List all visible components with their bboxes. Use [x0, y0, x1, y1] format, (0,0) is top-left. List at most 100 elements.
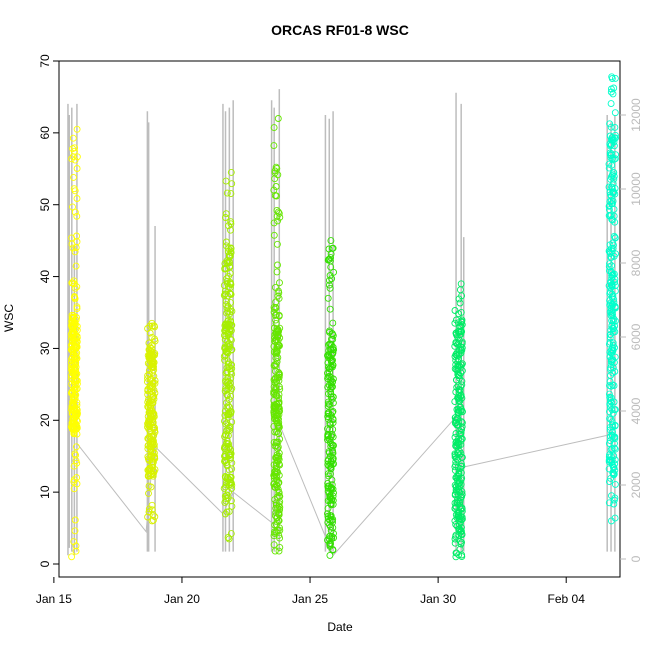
data-point [149, 380, 157, 388]
data-point [71, 336, 79, 344]
data-point [609, 328, 617, 336]
data-point [270, 231, 278, 239]
data-point [606, 151, 614, 159]
data-point [222, 210, 230, 218]
data-point [146, 427, 154, 435]
flight-group-rf03 [220, 168, 236, 543]
data-point [456, 286, 464, 294]
data-point [220, 281, 228, 289]
data-point [606, 202, 613, 210]
data-point [225, 340, 233, 348]
data-point [329, 393, 337, 401]
data-point [146, 442, 154, 450]
x-tick-label: Jan 20 [164, 592, 200, 606]
data-point [457, 328, 464, 336]
data-point [149, 368, 156, 376]
data-point [329, 449, 337, 457]
data-point [271, 442, 279, 450]
data-point [457, 527, 465, 535]
data-point [451, 490, 459, 498]
data-point [608, 310, 616, 318]
data-point [458, 531, 466, 539]
data-point [457, 327, 465, 335]
data-point [609, 136, 616, 144]
data-point [270, 342, 278, 350]
data-point [70, 386, 78, 394]
data-point [607, 299, 615, 307]
data-point [223, 427, 231, 435]
data-point [324, 461, 332, 468]
data-point [605, 164, 613, 172]
data-point [73, 165, 81, 172]
data-point [222, 238, 230, 246]
data-point [225, 222, 232, 230]
data-point [270, 124, 278, 132]
data-point [328, 461, 336, 469]
data-point [272, 304, 280, 312]
data-point [452, 533, 460, 541]
data-point [71, 144, 79, 152]
data-point [274, 261, 281, 269]
data-point [222, 369, 230, 377]
data-point [273, 358, 281, 366]
data-point [325, 449, 333, 457]
data-point [326, 284, 334, 292]
data-point [220, 484, 228, 492]
data-point [607, 361, 615, 369]
data-point [271, 496, 279, 503]
data-point [611, 74, 619, 82]
data-point [144, 374, 151, 382]
data-point [609, 339, 617, 347]
data-point [454, 439, 462, 447]
data-point [456, 451, 464, 459]
x-axis-title: Date [327, 620, 353, 634]
data-point [325, 245, 333, 253]
data-point [608, 431, 616, 439]
data-point [611, 445, 619, 453]
data-point [274, 341, 282, 349]
data-point [147, 483, 155, 491]
data-point [228, 180, 236, 188]
data-point [611, 184, 619, 192]
data-point [611, 109, 619, 117]
data-point [452, 339, 460, 346]
data-point [452, 329, 460, 337]
data-point [68, 374, 75, 382]
y-tick-label: 10 [38, 485, 52, 499]
data-point [224, 308, 232, 316]
data-point [326, 493, 334, 501]
data-point [276, 385, 284, 393]
data-point [608, 200, 616, 208]
data-point [271, 379, 279, 387]
data-point [611, 303, 619, 310]
data-point [273, 514, 281, 522]
data-point [451, 342, 459, 350]
data-point [146, 329, 154, 337]
data-point [225, 251, 233, 259]
data-point [227, 374, 235, 382]
data-point [458, 346, 466, 354]
data-point [610, 232, 618, 240]
data-point [274, 292, 282, 300]
data-point [71, 156, 79, 164]
data-point [71, 450, 79, 458]
data-point [70, 396, 78, 404]
data-point [68, 403, 76, 410]
data-point [272, 350, 280, 358]
data-point [611, 480, 619, 488]
data-point [607, 173, 615, 181]
data-point [325, 276, 333, 284]
data-point [270, 219, 278, 227]
data-point [607, 446, 615, 454]
data-point [606, 198, 614, 206]
data-point [272, 473, 280, 480]
data-point [325, 472, 333, 480]
data-point [608, 75, 616, 82]
data-point [227, 168, 235, 176]
y-axis-title: WSC [2, 304, 16, 332]
data-point [220, 331, 228, 339]
data-point [71, 295, 79, 303]
data-point [272, 192, 280, 200]
data-point [610, 496, 618, 504]
data-point [324, 482, 332, 490]
